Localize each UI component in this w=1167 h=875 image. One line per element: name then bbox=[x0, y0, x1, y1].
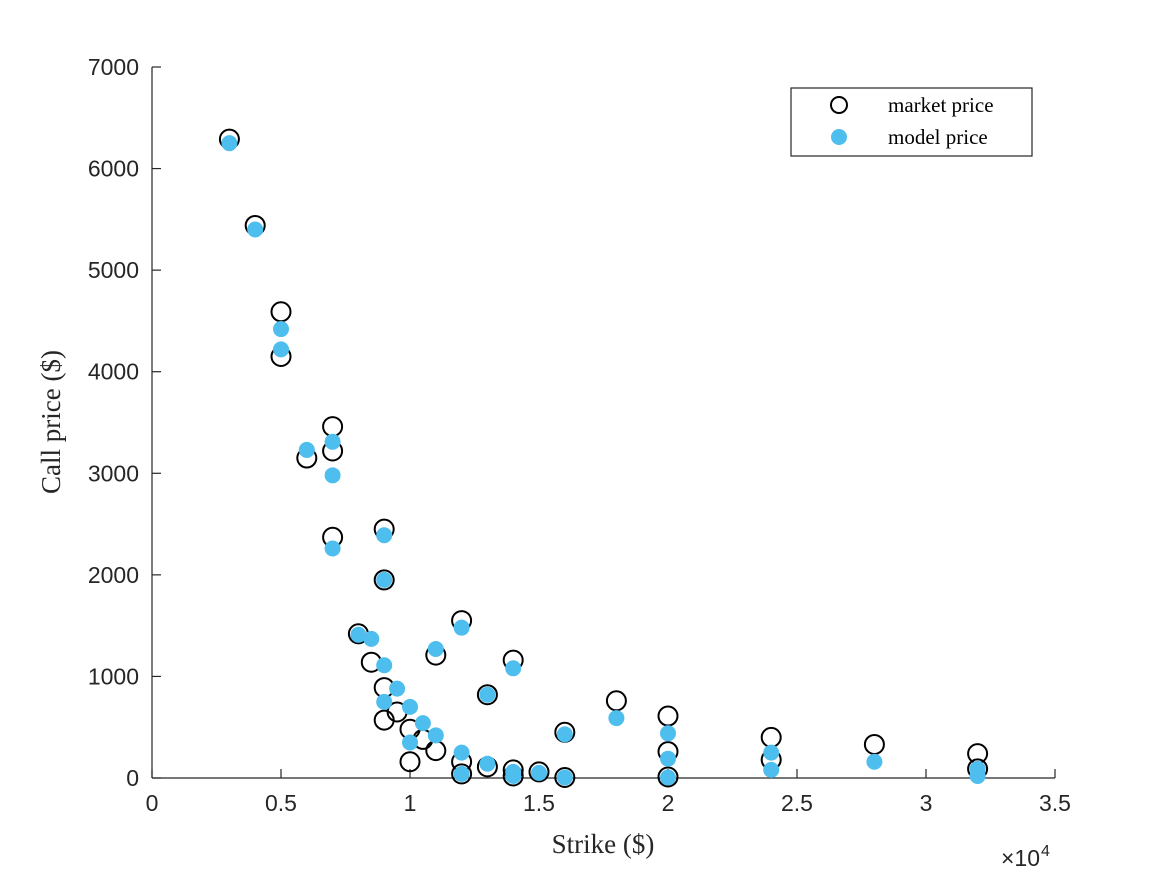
x-axis-exponent-power: 4 bbox=[1041, 843, 1050, 860]
model-price-point bbox=[414, 715, 431, 732]
model-price-point bbox=[763, 744, 780, 761]
model-price-point bbox=[298, 441, 315, 458]
model-price-point bbox=[505, 660, 522, 677]
market-price-point bbox=[528, 761, 550, 783]
model-price-point bbox=[866, 753, 883, 770]
model-price-point bbox=[969, 767, 986, 784]
market-price-point bbox=[373, 569, 395, 591]
market-price-point bbox=[399, 751, 421, 773]
y-axis-ticks: 0 1000 2000 3000 4000 5000 6000 7000 bbox=[88, 54, 161, 791]
legend-box bbox=[790, 87, 1033, 157]
model-price-point bbox=[453, 619, 470, 636]
model-price-point bbox=[556, 769, 573, 786]
x-tick-label: 2.5 bbox=[781, 790, 813, 816]
model-price-point bbox=[324, 467, 341, 484]
y-tick-label: 6000 bbox=[88, 156, 139, 182]
legend-label-market-price: market price bbox=[888, 93, 994, 117]
model-price-point bbox=[324, 540, 341, 557]
legend-label-model-price: model price bbox=[888, 125, 988, 149]
x-tick-label: 2 bbox=[662, 790, 675, 816]
model-price-point bbox=[453, 744, 470, 761]
model-price-point bbox=[660, 769, 676, 786]
model-price-point bbox=[273, 321, 289, 338]
x-tick-label: 3 bbox=[920, 790, 933, 816]
model-price-point bbox=[660, 750, 676, 767]
model-price-point bbox=[453, 765, 470, 782]
model-price-point bbox=[531, 764, 547, 781]
model-price-point bbox=[376, 571, 393, 588]
model-price-point bbox=[427, 727, 444, 744]
model-price-point bbox=[389, 680, 406, 697]
market-price-point bbox=[476, 684, 498, 706]
model-price-point bbox=[427, 641, 444, 658]
legend-marker-model-price bbox=[831, 129, 847, 145]
model-price-point bbox=[505, 767, 522, 784]
y-tick-label: 3000 bbox=[88, 460, 139, 486]
legend: market price model price bbox=[790, 87, 1033, 157]
model-price-point bbox=[350, 626, 367, 643]
y-tick-label: 1000 bbox=[88, 663, 139, 689]
model-price-point bbox=[479, 686, 496, 703]
model-price-point bbox=[608, 710, 625, 727]
x-axis-label: Strike ($) bbox=[552, 829, 655, 859]
model-price-point bbox=[402, 698, 418, 715]
model-price-point bbox=[247, 221, 264, 238]
y-tick-label: 2000 bbox=[88, 562, 139, 588]
x-tick-label: 0.5 bbox=[265, 790, 297, 816]
model-price-point bbox=[376, 527, 393, 544]
model-price-point bbox=[273, 341, 289, 358]
x-tick-label: 1 bbox=[404, 790, 417, 816]
x-tick-label: 0 bbox=[146, 790, 159, 816]
market-price-point bbox=[554, 766, 576, 788]
y-tick-label: 4000 bbox=[88, 359, 139, 385]
model-price-point bbox=[363, 630, 380, 647]
x-tick-label: 1.5 bbox=[523, 790, 555, 816]
model-price-point bbox=[221, 135, 238, 152]
model-price-point bbox=[660, 725, 676, 742]
model-price-point bbox=[556, 726, 573, 743]
y-tick-label: 5000 bbox=[88, 257, 139, 283]
y-axis-label: Call price ($) bbox=[36, 350, 66, 494]
x-axis-ticks: 0 0.5 1 1.5 2 2.5 3 3.5 bbox=[146, 769, 1071, 816]
series-model-price bbox=[221, 135, 986, 786]
model-price-point bbox=[376, 657, 393, 674]
market-price-point bbox=[657, 766, 679, 788]
legend-marker-market-price bbox=[830, 96, 848, 114]
model-price-point bbox=[763, 761, 780, 778]
x-axis-exponent-base: ×10 bbox=[1001, 845, 1040, 871]
market-price-point bbox=[451, 763, 473, 785]
x-tick-label: 3.5 bbox=[1039, 790, 1071, 816]
model-price-point bbox=[324, 433, 341, 450]
y-tick-label: 7000 bbox=[88, 54, 139, 80]
model-price-point bbox=[402, 734, 418, 751]
y-tick-label: 0 bbox=[126, 765, 139, 791]
model-price-point bbox=[376, 693, 393, 710]
model-price-point bbox=[479, 755, 496, 772]
